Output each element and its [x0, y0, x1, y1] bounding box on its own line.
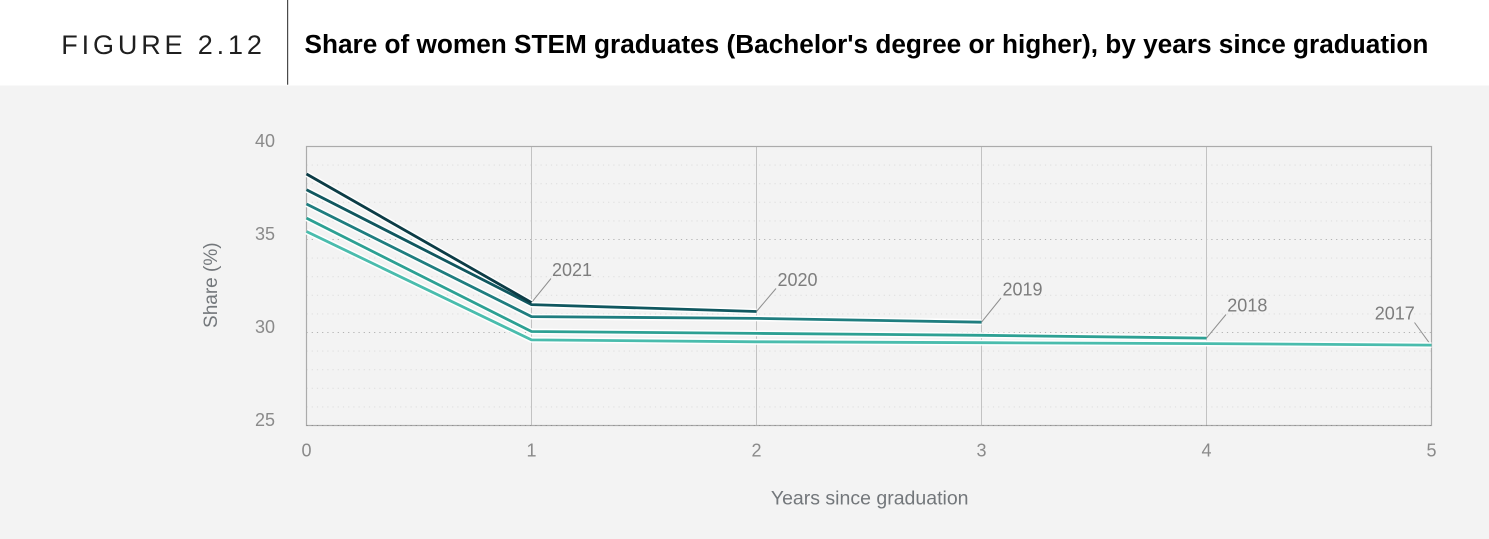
- svg-text:30: 30: [255, 317, 275, 337]
- svg-text:40: 40: [255, 131, 275, 151]
- svg-text:4: 4: [1201, 441, 1211, 461]
- svg-text:0: 0: [301, 441, 311, 461]
- svg-text:1: 1: [526, 441, 536, 461]
- svg-text:5: 5: [1426, 441, 1436, 461]
- svg-text:FIGURE 2.12: FIGURE 2.12: [61, 30, 265, 60]
- svg-text:3: 3: [976, 441, 986, 461]
- svg-text:Share (%): Share (%): [201, 242, 222, 328]
- svg-text:Share of women STEM graduates: Share of women STEM graduates (Bachelor'…: [305, 29, 1429, 59]
- svg-text:2020: 2020: [778, 270, 818, 290]
- svg-text:25: 25: [255, 410, 275, 430]
- svg-text:2: 2: [751, 441, 761, 461]
- svg-text:2017: 2017: [1375, 304, 1415, 324]
- svg-text:35: 35: [255, 224, 275, 244]
- svg-text:2021: 2021: [552, 260, 592, 280]
- svg-text:Years since graduation: Years since graduation: [771, 488, 969, 510]
- svg-text:2019: 2019: [1003, 280, 1043, 300]
- svg-text:2018: 2018: [1227, 296, 1267, 316]
